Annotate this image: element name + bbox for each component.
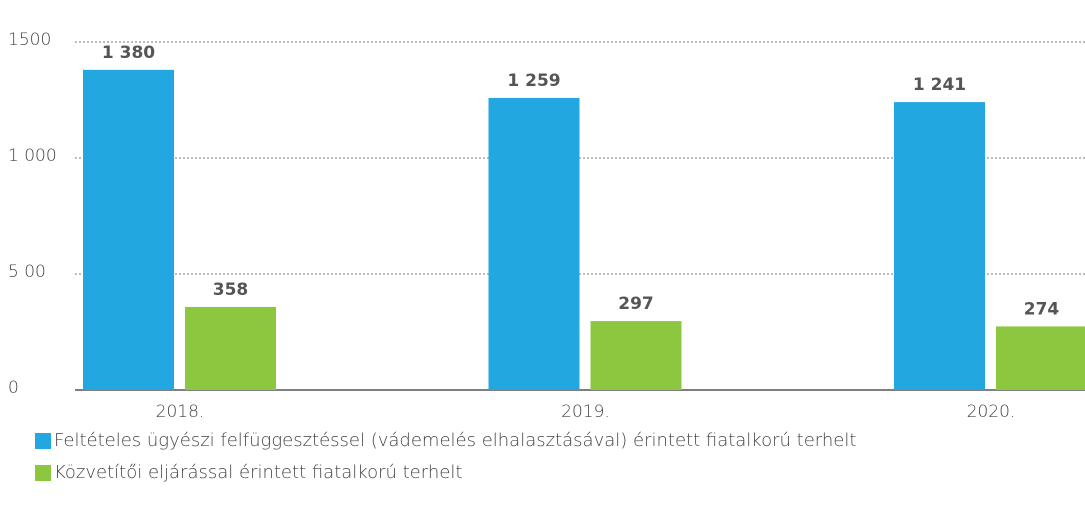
x-tick-label: 2020. (967, 402, 1016, 422)
bar (996, 326, 1085, 390)
legend-label: Közvetítői eljárással érintett fiatalkor… (54, 462, 462, 483)
bar (488, 97, 580, 391)
y-tick-label: 5 00 (8, 262, 46, 282)
value-label: 1 241 (913, 75, 966, 95)
value-label: 1 380 (102, 43, 155, 63)
value-label: 1 259 (507, 71, 560, 91)
legend-swatch (35, 433, 51, 449)
value-label: 358 (213, 280, 249, 300)
bar (894, 102, 985, 390)
legend-label: Feltételes ügyészi felfüggesztéssel (vád… (54, 430, 856, 451)
bar (590, 321, 682, 390)
x-tick-label: 2019. (561, 402, 610, 422)
x-tick-label: 2018. (156, 402, 205, 422)
bar (185, 306, 276, 390)
value-label: 274 (1024, 299, 1060, 319)
y-tick-label: 1 000 (8, 146, 57, 166)
legend-swatch (35, 465, 51, 481)
value-label: 297 (618, 294, 654, 314)
y-tick-label: 1500 (8, 30, 51, 50)
bar (83, 69, 174, 390)
y-tick-label: 0 (8, 378, 19, 398)
